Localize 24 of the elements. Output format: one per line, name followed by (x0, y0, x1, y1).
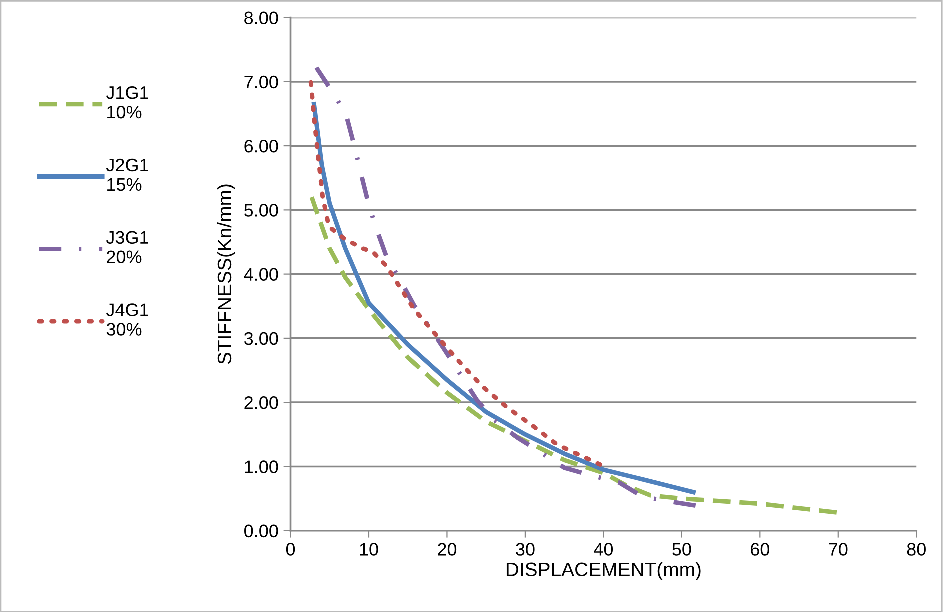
x-tick-label: 0 (286, 543, 296, 556)
y-tick-label: 8.00 (244, 12, 278, 24)
legend-label: J3G1 20% (106, 231, 148, 264)
x-tick-label: 60 (751, 543, 770, 556)
x-tick-label: 40 (594, 543, 614, 556)
y-axis-title: STIFFNESS(Kn/mm) (217, 184, 236, 364)
legend-label: J1G1 10% (106, 86, 148, 119)
y-tick-label: 3.00 (244, 332, 278, 346)
x-tick-label: 80 (907, 543, 926, 556)
legend-label: J4G1 30% (106, 304, 148, 336)
x-tick-label: 30 (516, 543, 535, 556)
x-tick-label: 50 (672, 543, 692, 556)
x-axis-title: DISPLACEMENT(mm) (506, 562, 701, 580)
y-tick-label: 7.00 (244, 76, 278, 89)
y-tick-label: 4.00 (244, 268, 278, 282)
x-tick-label: 20 (438, 543, 457, 556)
y-tick-label: 2.00 (244, 396, 278, 410)
legend-label: J2G1 15% (106, 158, 148, 192)
y-tick-label: 6.00 (244, 140, 278, 153)
x-tick-label: 70 (829, 543, 848, 556)
x-tick-label: 10 (360, 543, 378, 556)
y-tick-label: 1.00 (245, 460, 278, 474)
y-tick-label: 5.00 (244, 204, 278, 217)
y-tick-label: 0.00 (244, 524, 278, 538)
